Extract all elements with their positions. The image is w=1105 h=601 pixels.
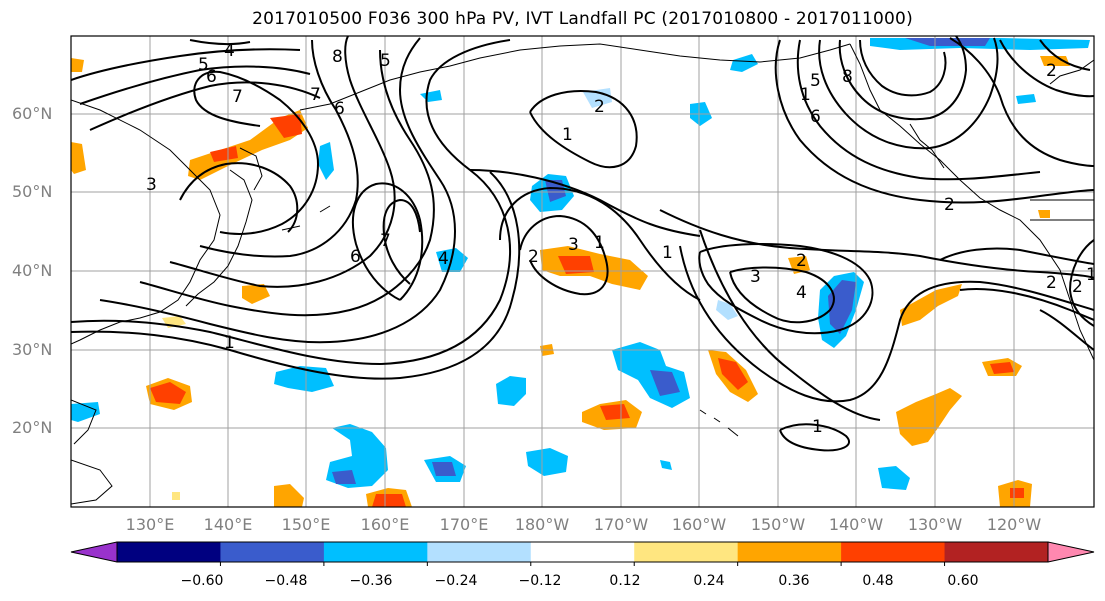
colorbar-cell [220, 542, 325, 562]
colorbar-cell [841, 542, 946, 562]
contour-label: 4 [438, 249, 449, 269]
lat-label: 40°N [12, 261, 53, 280]
colorbar-tick-label: −0.12 [518, 573, 562, 589]
contour-label: 1 [662, 243, 673, 263]
lon-label: 150°E [281, 515, 331, 534]
coastlines [71, 43, 1094, 505]
contour-label: 4 [796, 283, 807, 303]
contour-label: 8 [332, 47, 343, 67]
lon-label: 170°W [593, 515, 649, 534]
contour-label: 7 [310, 85, 321, 105]
lon-label: 160°W [671, 515, 727, 534]
contour-label: 3 [568, 235, 579, 255]
contour-label: 7 [380, 231, 391, 251]
contour-label: 2 [594, 97, 605, 117]
contour-label: 5 [198, 55, 209, 75]
lon-label: 170°E [439, 515, 489, 534]
contour-label: 5 [380, 51, 391, 71]
plot-area: 4 5 6 7 8 5 6 7 3 1 6 7 4 1 2 1 2 3 1 1 … [71, 36, 1097, 507]
lat-label: 30°N [12, 340, 53, 359]
contour-label: 1 [800, 85, 811, 105]
lon-label: 130°W [907, 515, 963, 534]
colorbar-cell [323, 542, 428, 562]
colorbar [70, 541, 1095, 566]
contour-label: 2 [944, 195, 955, 215]
colorbar-tick-label: 0.48 [862, 573, 894, 589]
map-frame [70, 35, 1095, 508]
contour-label: 2 [528, 247, 539, 267]
contour-label: 1 [812, 417, 823, 437]
contour-label: 8 [842, 67, 853, 87]
pv-contours [71, 36, 1094, 452]
colorbar-tick-label: −0.48 [264, 573, 308, 589]
lon-label: 140°E [203, 515, 253, 534]
colorbar-tick-label: 0.24 [693, 573, 725, 589]
colorbar-tick-label: 0.60 [947, 573, 979, 589]
graticule [71, 36, 1094, 507]
contour-label: 4 [224, 41, 235, 61]
contour-label: 2 [1072, 277, 1083, 297]
contour-label: 6 [810, 107, 821, 127]
lon-label: 140°W [828, 515, 884, 534]
contour-label: 1 [1086, 265, 1097, 285]
lon-label: 160°E [360, 515, 410, 534]
colorbar-cell [117, 542, 221, 562]
lon-label: 180°W [514, 515, 570, 534]
lon-label: 150°W [750, 515, 806, 534]
map-title: 2017010500 F036 300 hPa PV, IVT Landfall… [252, 9, 913, 29]
colorbar-cell [634, 542, 739, 562]
lat-label: 60°N [12, 104, 53, 123]
contour-label: 1 [224, 333, 235, 353]
contour-label: 1 [594, 233, 605, 253]
contour-label: 7 [232, 87, 243, 107]
contour-label: 2 [1046, 61, 1057, 81]
lon-label: 120°W [986, 515, 1042, 534]
contour-label: 3 [146, 175, 157, 195]
contour-label: 6 [206, 67, 217, 87]
colorbar-tick-label: −0.60 [180, 573, 224, 589]
contour-label: 6 [334, 99, 345, 119]
colorbar-cell [737, 542, 842, 562]
contour-labels: 4 5 6 7 8 5 6 7 3 1 6 7 4 1 2 1 2 3 1 1 … [146, 41, 1097, 437]
contour-label: 2 [796, 251, 807, 271]
contour-label: 3 [750, 267, 761, 287]
colorbar-cell [944, 542, 1049, 562]
contour-label: 5 [810, 71, 821, 91]
contour-label: 6 [350, 247, 361, 267]
lat-label: 50°N [12, 182, 53, 201]
colorbar-tick-label: −0.24 [434, 573, 478, 589]
colorbar-cell [427, 542, 532, 562]
pv-shading [71, 38, 1090, 507]
colorbar-tick-label: 0.12 [609, 573, 641, 589]
colorbar-tick-label: 0.36 [778, 573, 810, 589]
contour-label: 2 [1046, 273, 1057, 293]
lat-label: 20°N [12, 418, 53, 437]
colorbar-tick-label: −0.36 [349, 573, 393, 589]
lon-label: 130°E [125, 515, 175, 534]
contour-label: 1 [562, 125, 573, 145]
colorbar-cell [530, 542, 635, 562]
